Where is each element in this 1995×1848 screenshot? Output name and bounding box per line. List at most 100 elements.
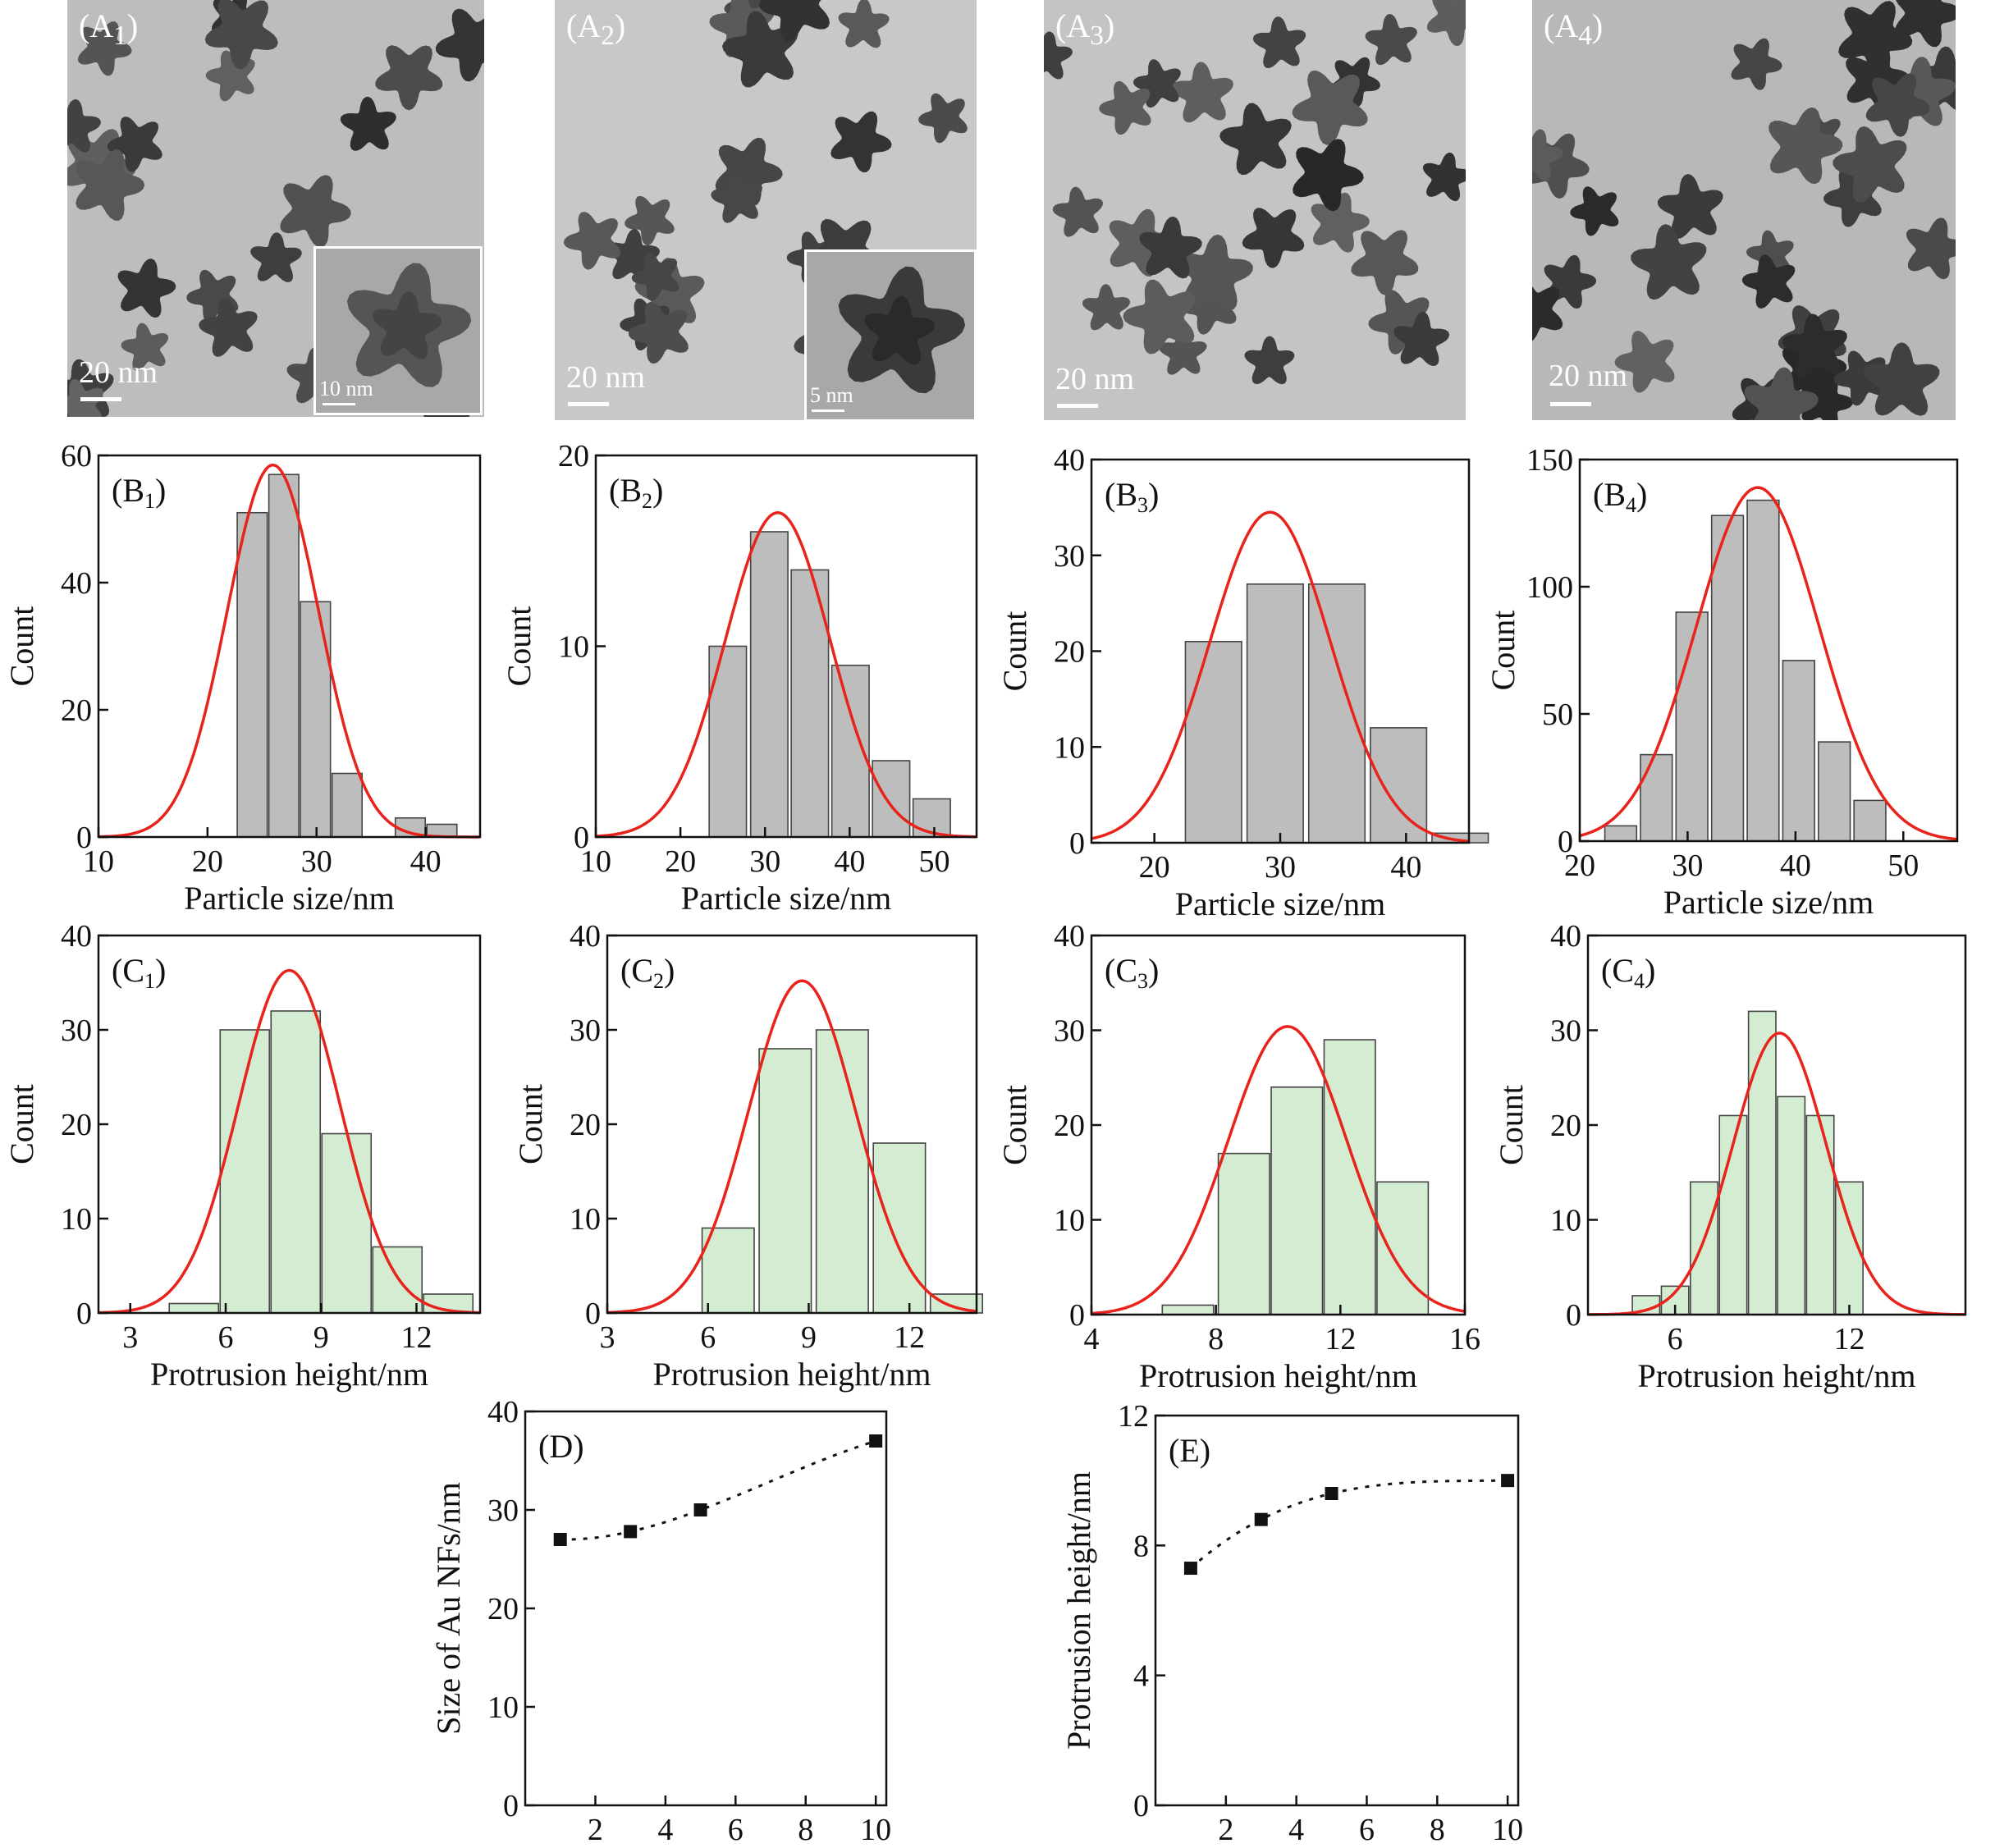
x-tick-label: 2 (588, 1813, 603, 1847)
y-tick-label: 40 (570, 919, 601, 954)
y-tick-label: 20 (1550, 1109, 1581, 1143)
x-tick-label: 50 (1887, 849, 1919, 883)
y-tick-label: 0 (1558, 825, 1573, 859)
nanoflower (1863, 342, 1940, 416)
nanoflower (1292, 70, 1368, 145)
y-tick-label: 30 (570, 1013, 601, 1048)
plot-frame (1578, 458, 1959, 843)
x-tick-label: 50 (918, 844, 949, 879)
histogram-bar (1782, 660, 1815, 842)
nanoflower (250, 232, 302, 282)
nanoflower (1311, 192, 1370, 253)
data-point (693, 1503, 707, 1516)
x-tick-label: 10 (83, 844, 114, 879)
data-point (1325, 1487, 1338, 1500)
inset-image-a2: 5 nm (804, 249, 977, 420)
x-tick-label: 4 (657, 1813, 673, 1847)
x-tick-label: 8 (1208, 1322, 1224, 1356)
chart-d: 246810010203040t/minSize of Au NFs/nm(D) (430, 1395, 891, 1847)
y-tick-label: 60 (61, 439, 92, 473)
histogram-bar (1217, 1152, 1270, 1315)
panel-label-a3: (A3) (1055, 7, 1115, 51)
scale-bar-label: 20 nm (1055, 362, 1135, 396)
x-tick-label: 10 (860, 1813, 891, 1847)
nanoflower (1782, 313, 1847, 378)
x-tick-label: 3 (122, 1320, 138, 1355)
nanoflower (375, 45, 443, 111)
y-tick-label: 10 (1054, 1204, 1085, 1238)
x-tick-label: 4 (1288, 1813, 1304, 1847)
histogram-bar (268, 473, 300, 838)
trend-line (1189, 1479, 1508, 1570)
gaussian-fit-curve (1579, 486, 1958, 841)
tem-image-a2: (A2) 5 nm 20 nm (555, 0, 977, 420)
x-axis-label: Particle size/nm (184, 880, 395, 917)
nanoflower (1365, 14, 1417, 66)
y-tick-label: 20 (61, 1108, 92, 1142)
histogram-bar (872, 1142, 927, 1314)
nanoflower-core (864, 295, 936, 365)
x-tick-label: 6 (1359, 1813, 1375, 1847)
panel-label: (B3) (1105, 476, 1159, 517)
y-axis-label: Protrusion height/nm (1060, 1471, 1097, 1750)
tem-image-a3: (A3) 20 nm (1044, 0, 1466, 420)
x-tick-label: 30 (301, 844, 332, 879)
x-tick-label: 40 (410, 844, 442, 879)
y-tick-label: 40 (1550, 919, 1581, 954)
panel-label: (C4) (1601, 952, 1655, 993)
histogram-bar (1818, 741, 1851, 842)
nanoflower (1293, 139, 1364, 212)
panel-label: (B4) (1593, 476, 1647, 517)
histogram-bar (1246, 583, 1304, 844)
y-tick-label: 0 (503, 1789, 519, 1823)
scale-bar (1550, 402, 1591, 406)
plot-frame (1586, 934, 1967, 1316)
nanoflower (628, 301, 689, 364)
x-tick-label: 10 (1492, 1813, 1523, 1847)
y-tick-label: 20 (487, 1592, 519, 1626)
nanoflower (1657, 174, 1723, 240)
x-tick-label: 6 (728, 1813, 744, 1847)
y-tick-label: 20 (61, 693, 92, 728)
x-tick-label: 20 (192, 844, 223, 879)
panel-label: (B2) (609, 472, 663, 513)
histogram-bar (749, 531, 789, 838)
y-tick-label: 30 (1550, 1014, 1581, 1049)
histogram-bar (270, 1010, 322, 1314)
panel-label: (B1) (112, 472, 166, 513)
panel-label-a4: (A4) (1544, 7, 1604, 51)
panel-label: (C1) (112, 952, 166, 993)
histogram-bar (1690, 1181, 1719, 1315)
nanoflower (204, 0, 278, 70)
panel-label: (D) (538, 1428, 584, 1465)
x-axis-label: Protrusion height/nm (1638, 1357, 1916, 1394)
panel-label: (C3) (1105, 952, 1159, 993)
y-tick-label: 20 (1054, 1109, 1085, 1143)
chart-c4: 6 12 0 10 20 30 40 Protrusion height/nm Count (C4… (1493, 919, 1967, 1394)
y-tick-label: 10 (61, 1202, 92, 1237)
x-tick-label: 30 (1265, 850, 1296, 885)
y-tick-label: 30 (61, 1013, 92, 1048)
histogram-bar (168, 1302, 220, 1314)
nanoflower (918, 93, 968, 144)
chart-b1: 10 20 30 40 0 20 40 60 Particle size/nm Count (B1) (3, 439, 482, 917)
data-point (1254, 1512, 1268, 1526)
y-tick-label: 50 (1542, 698, 1573, 732)
nanoflower (280, 175, 351, 248)
nanoflower (1427, 0, 1466, 47)
nanoflower (1123, 279, 1196, 355)
chart-c3: 4 8 12 16 0 10 20 30 40 Protrusion height/nm Count… (996, 919, 1480, 1394)
y-tick-label: 10 (558, 630, 589, 665)
x-tick-label: 16 (1449, 1322, 1480, 1356)
scale-bar (80, 397, 121, 401)
y-tick-label: 20 (558, 439, 589, 473)
histogram-bar (321, 1132, 373, 1314)
x-axis-label: Protrusion height/nm (653, 1356, 931, 1393)
x-tick-label: 12 (1325, 1322, 1356, 1356)
plot-frame (1154, 1414, 1520, 1807)
y-axis-label: Count (501, 606, 538, 687)
x-tick-label: 20 (665, 844, 696, 879)
histogram-bar (1323, 1039, 1376, 1315)
y-tick-label: 0 (1133, 1789, 1149, 1823)
nanoflower (758, 0, 830, 41)
